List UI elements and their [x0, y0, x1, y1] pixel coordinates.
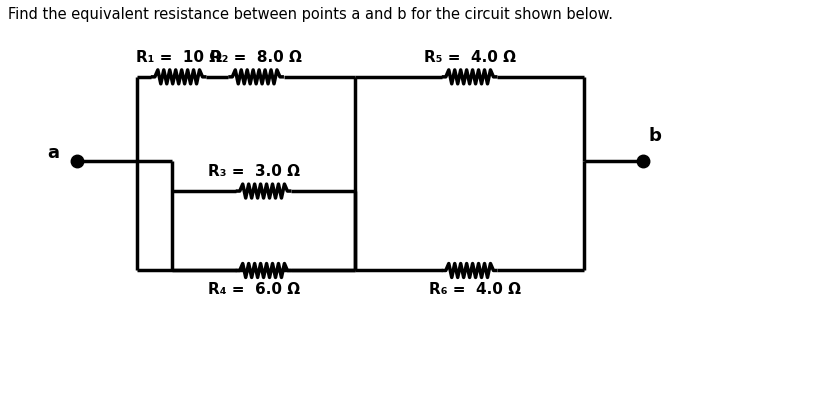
Text: R₁ =  10 Ω: R₁ = 10 Ω	[136, 50, 222, 65]
Text: R₃ =  3.0 Ω: R₃ = 3.0 Ω	[208, 164, 300, 179]
Text: R₂ =  8.0 Ω: R₂ = 8.0 Ω	[210, 50, 302, 65]
Text: R₅ =  4.0 Ω: R₅ = 4.0 Ω	[423, 50, 516, 65]
Text: R₄ =  6.0 Ω: R₄ = 6.0 Ω	[208, 282, 300, 297]
Text: Find the equivalent resistance between points a and b for the circuit shown belo: Find the equivalent resistance between p…	[7, 8, 613, 22]
Text: R₆ =  4.0 Ω: R₆ = 4.0 Ω	[428, 282, 521, 297]
Text: a: a	[47, 144, 60, 162]
Text: b: b	[648, 128, 661, 145]
